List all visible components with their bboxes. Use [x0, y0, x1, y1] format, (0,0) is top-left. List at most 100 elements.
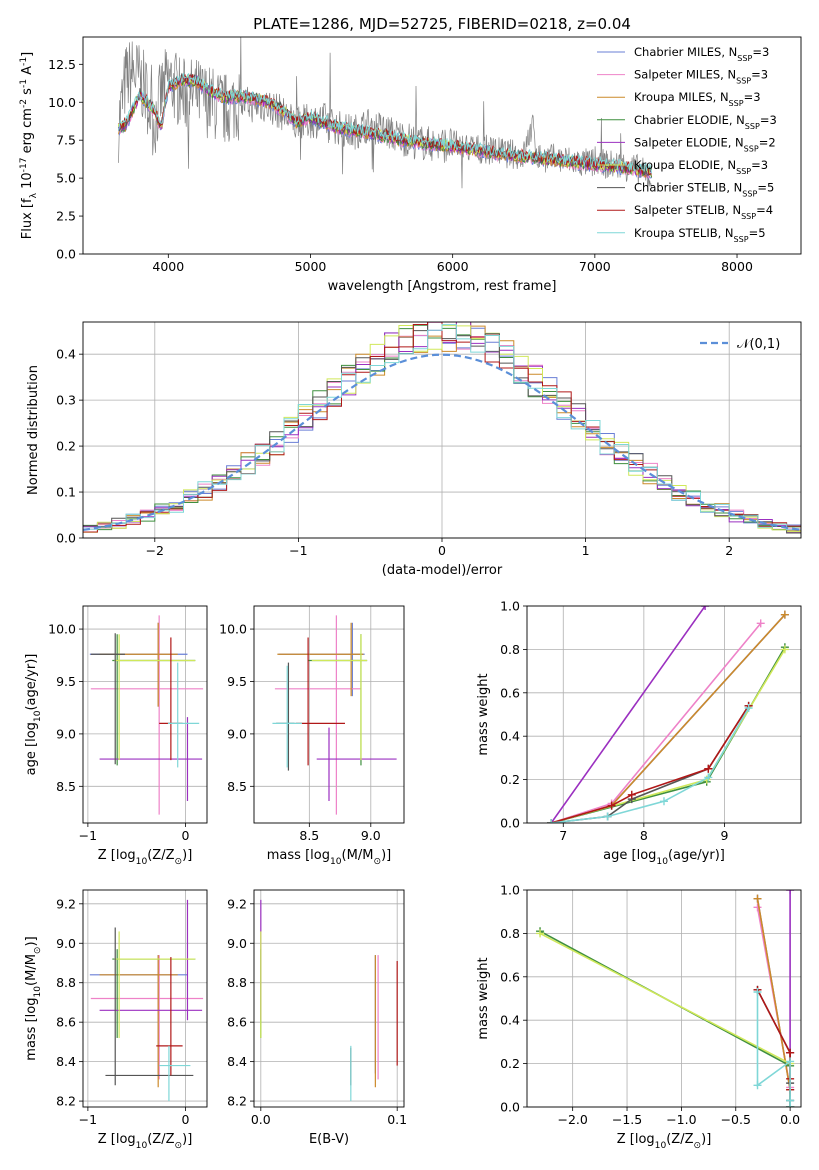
x-tick-label: −2.0 [557, 1112, 587, 1127]
y-tick-label: 0.2 [500, 1056, 520, 1071]
x-tick-label: 8000 [721, 259, 753, 274]
y-tick-label: 10.0 [219, 622, 247, 637]
y-tick-label: 8.4 [227, 1054, 247, 1069]
x-axis-label: Z [log10(Z/Z⊙)] [98, 848, 193, 867]
plot-area-mass_vs_ebv [260, 899, 398, 1102]
y-axis-label: mass weight [476, 957, 491, 1039]
x-tick-label: 0 [438, 543, 446, 558]
legend-label: Salpeter STELIB, NSSP=4 [634, 203, 773, 221]
weight-marker [547, 819, 556, 823]
axes-residuals: −2 −1 0 1 2 0.0 0.1 0.2 0.3 0.4 (data-model)/error… [26, 321, 802, 578]
y-tick-label: 10.0 [48, 622, 76, 637]
weight-marker [780, 610, 789, 619]
y-tick-label: 0.0 [56, 247, 76, 262]
weight-marker [753, 894, 762, 903]
y-tick-label: 8.2 [227, 1094, 247, 1109]
weight-marker [786, 1048, 795, 1057]
y-tick-label: 8.8 [56, 975, 76, 990]
residuals-legend: 𝒩(0,1) [700, 337, 780, 352]
x-tick-label: −1.5 [612, 1112, 642, 1127]
weight-marker [701, 606, 710, 610]
plot-area-residuals [83, 322, 801, 534]
axes-age_vs_mass: 8.5 9.0 8.5 9.0 9.5 10.0 mass [log10(M/M⊙)] [219, 605, 405, 867]
y-tick-label: 0.0 [56, 531, 76, 546]
y-tick-label: 12.5 [48, 57, 76, 72]
axes-frame [82, 36, 802, 255]
weight-marker [786, 1057, 795, 1066]
y-tick-label: 9.0 [227, 726, 247, 741]
legend-label: Kroupa MILES, NSSP=3 [634, 90, 761, 108]
y-tick-label: 8.5 [227, 779, 247, 794]
weight-marker [536, 929, 545, 938]
axes-weight_vs_Z: −2.0 −1.5 −1.0 −0.5 0.0 0.0 0.2 0.4 0.6 0.8 1.0 Z [… [476, 883, 802, 1151]
x-tick-label: 7 [559, 828, 567, 843]
y-tick-label: 0.0 [500, 816, 520, 831]
legend-label: Salpeter MILES, NSSP=3 [634, 68, 768, 86]
weight-marker [753, 1081, 762, 1090]
x-tick-label: 1 [582, 543, 590, 558]
normal-curve [83, 353, 801, 531]
y-tick-label: 5.0 [56, 171, 76, 186]
y-tick-label: 8.5 [56, 779, 76, 794]
x-tick-label: 9 [720, 828, 728, 843]
x-axis-label: Z [log10(Z/Z⊙)] [617, 1132, 712, 1151]
x-tick-label: 8.5 [299, 828, 319, 843]
legend-label: Chabrier STELIB, NSSP=5 [634, 181, 774, 199]
x-tick-label: 6000 [437, 259, 469, 274]
weight-marker [786, 890, 795, 894]
spectrum-legend: Chabrier MILES, NSSP=3 Salpeter MILES, NS… [597, 45, 777, 243]
x-tick-label: −2 [146, 543, 164, 558]
x-tick-label: 0 [182, 1112, 190, 1127]
x-tick-label: −1 [289, 543, 307, 558]
legend-label: Kroupa STELIB, NSSP=5 [634, 226, 766, 244]
x-tick-label: 2 [725, 543, 733, 558]
y-tick-label: 9.5 [227, 674, 247, 689]
y-axis-label: mass weight [476, 673, 491, 755]
weight-marker [753, 987, 762, 996]
y-tick-label: 0.0 [500, 1100, 520, 1115]
y-tick-label: 10.0 [48, 95, 76, 110]
y-tick-label: 0.4 [500, 729, 520, 744]
axes-age_vs_Z: −1 0 8.5 9.0 9.5 10.0 Z [log10(Z/Z⊙)] age [log1… [24, 605, 208, 867]
weight-line [550, 606, 706, 823]
plot-area-weight_vs_age [547, 606, 789, 823]
y-tick-label: 1.0 [500, 883, 520, 898]
y-axis-label: Normed distribution [26, 365, 41, 495]
x-tick-label: 4000 [152, 259, 184, 274]
y-tick-label: 8.2 [56, 1094, 76, 1109]
axes-mass_vs_Z: −1 0 8.2 8.4 8.6 8.8 9.0 9.2 Z [log10(Z/Z⊙)] mass… [24, 889, 208, 1151]
x-tick-label: 8 [640, 828, 648, 843]
weight-marker [786, 1103, 795, 1107]
x-tick-label: 5000 [295, 259, 327, 274]
x-axis-label: age [log10(age/yr)] [603, 848, 725, 867]
axes-frame [526, 605, 802, 824]
axes-mass_vs_ebv: 0.0 0.1 8.2 8.4 8.6 8.8 9.0 9.2 E(B-V) [227, 889, 407, 1147]
axes-frame [82, 605, 208, 824]
axes-layer: 4000 5000 6000 7000 80000.02.55.07.510.012.5… [19, 36, 802, 1151]
plot-area-age_vs_mass [272, 615, 397, 815]
weight-marker [704, 764, 713, 773]
y-tick-label: 2.5 [56, 209, 76, 224]
weight-marker [780, 645, 789, 654]
weight-marker [660, 797, 668, 806]
axes-frame [82, 321, 802, 539]
y-tick-label: 0.8 [500, 926, 520, 941]
weight-marker [704, 773, 713, 782]
y-tick-label: 0.6 [500, 685, 520, 700]
y-tick-label: 0.1 [56, 485, 76, 500]
y-tick-label: 0.3 [56, 393, 76, 408]
x-axis-label: E(B-V) [309, 1132, 349, 1147]
legend-label: Kroupa ELODIE, NSSP=3 [634, 158, 768, 176]
y-tick-label: 7.5 [56, 133, 76, 148]
y-tick-label: 8.6 [227, 1015, 247, 1030]
axes-frame [253, 889, 405, 1108]
x-tick-label: 0.0 [251, 1112, 271, 1127]
weight-marker [753, 903, 762, 912]
y-tick-label: 8.8 [227, 975, 247, 990]
y-tick-label: 0.2 [56, 439, 76, 454]
x-axis-label: wavelength [Angstrom, rest frame] [328, 279, 557, 294]
weight-marker [744, 703, 753, 712]
y-tick-label: 8.4 [56, 1054, 76, 1069]
